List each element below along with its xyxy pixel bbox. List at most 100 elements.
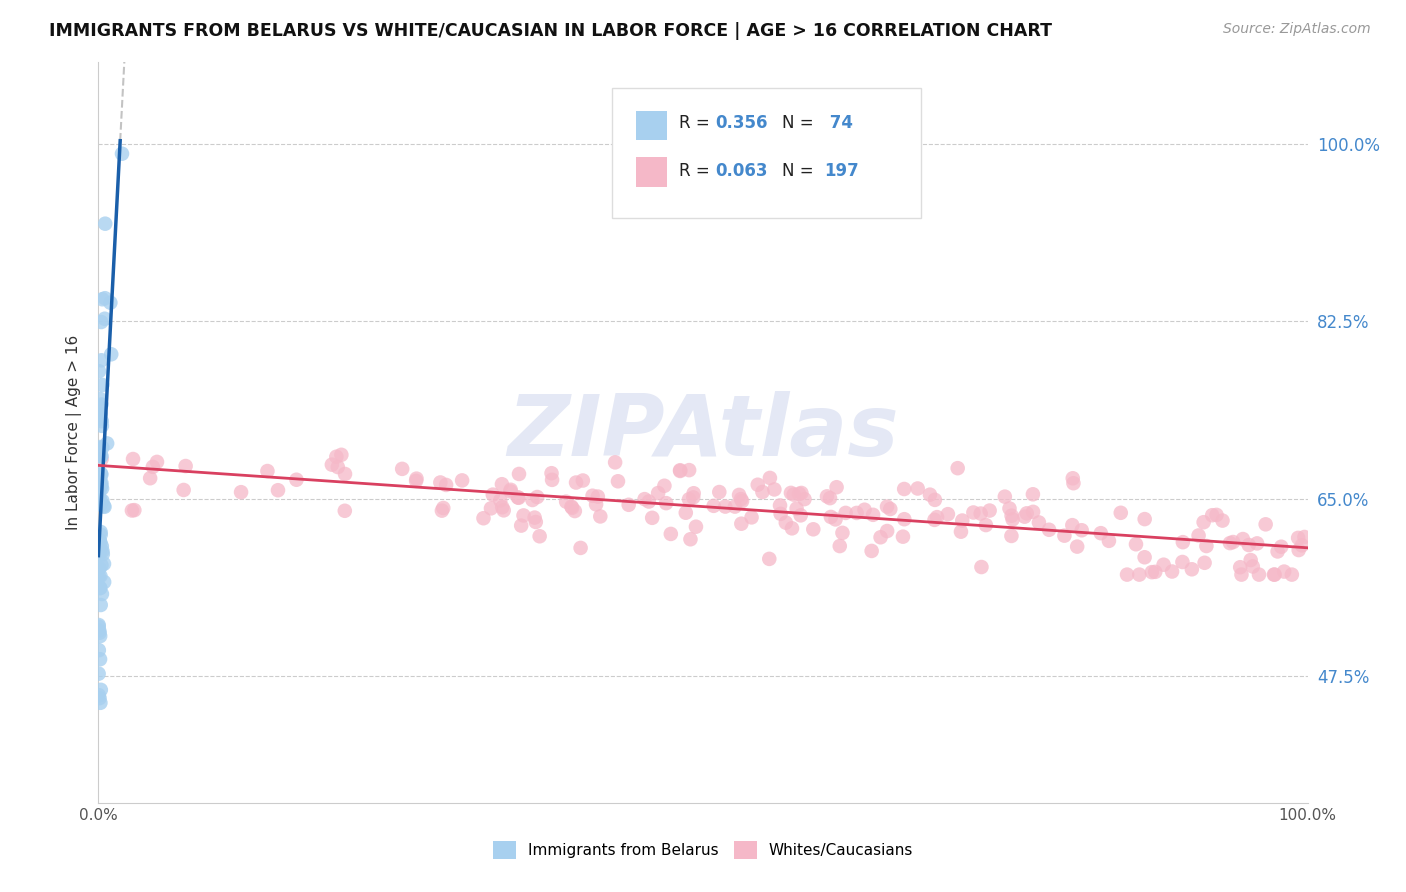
Point	[669, 464, 692, 478]
Point	[617, 498, 640, 512]
Point	[90, 467, 112, 482]
Point	[90, 452, 112, 467]
Point	[1187, 528, 1209, 542]
Point	[93, 311, 115, 326]
Point	[787, 487, 810, 501]
Point	[815, 489, 838, 503]
Text: 74: 74	[824, 114, 853, 132]
Point	[333, 467, 356, 481]
Point	[89, 691, 111, 706]
Point	[581, 489, 603, 503]
Point	[321, 458, 343, 472]
Point	[139, 471, 162, 485]
Point	[146, 455, 169, 469]
Point	[1240, 553, 1263, 567]
Point	[783, 487, 806, 501]
Text: Source: ZipAtlas.com: Source: ZipAtlas.com	[1223, 22, 1371, 37]
Point	[89, 412, 111, 426]
Point	[869, 530, 891, 544]
Point	[1128, 567, 1150, 582]
Point	[524, 515, 547, 529]
Point	[89, 440, 111, 454]
Point	[1133, 550, 1156, 565]
Point	[89, 446, 111, 460]
Point	[98, 295, 121, 310]
Point	[93, 575, 115, 590]
Point	[818, 491, 841, 505]
Point	[1171, 535, 1194, 549]
Point	[775, 516, 797, 530]
Point	[499, 484, 522, 499]
Point	[87, 666, 110, 681]
Bar	[637, 111, 666, 140]
Point	[860, 544, 883, 558]
Point	[780, 486, 803, 500]
Point	[731, 494, 754, 508]
Point	[1062, 518, 1084, 533]
Point	[512, 508, 534, 523]
Point	[741, 510, 763, 524]
Point	[499, 483, 522, 497]
Point	[90, 598, 112, 612]
Point	[285, 473, 308, 487]
Point	[675, 506, 697, 520]
Point	[90, 587, 112, 601]
Point	[91, 378, 114, 392]
Point	[655, 496, 678, 510]
Point	[1109, 506, 1132, 520]
Point	[90, 558, 112, 573]
Point	[641, 511, 664, 525]
Point	[1232, 532, 1254, 546]
Point	[89, 470, 111, 484]
Point	[1014, 509, 1036, 524]
Point	[90, 418, 112, 433]
Point	[828, 539, 851, 553]
Point	[974, 518, 997, 533]
Point	[679, 533, 702, 547]
Point	[946, 461, 969, 475]
Point	[876, 524, 898, 538]
Point	[90, 527, 112, 541]
Point	[758, 552, 780, 566]
Point	[1070, 523, 1092, 537]
Point	[970, 560, 993, 574]
Point	[89, 561, 111, 575]
Point	[924, 513, 946, 527]
Point	[479, 501, 502, 516]
Point	[89, 629, 111, 643]
Point	[1286, 531, 1309, 545]
Point	[1246, 536, 1268, 550]
Point	[325, 450, 347, 464]
Point	[430, 503, 453, 517]
Point	[607, 475, 630, 489]
Point	[564, 504, 586, 518]
Point	[949, 524, 972, 539]
Point	[90, 475, 112, 490]
Point	[1171, 555, 1194, 569]
Point	[89, 541, 111, 556]
Point	[90, 414, 112, 428]
Point	[506, 491, 529, 505]
Point	[93, 499, 115, 513]
Text: N =: N =	[782, 114, 818, 132]
Point	[1062, 476, 1084, 491]
Point	[90, 539, 112, 553]
Point	[1211, 514, 1233, 528]
Point	[489, 493, 512, 508]
Text: N =: N =	[782, 162, 818, 180]
Point	[585, 497, 607, 511]
Point	[789, 508, 811, 523]
Point	[1038, 523, 1060, 537]
Point	[1116, 567, 1139, 582]
Point	[654, 479, 676, 493]
Point	[122, 452, 145, 467]
Point	[876, 500, 898, 514]
Point	[492, 503, 515, 517]
Point	[89, 581, 111, 595]
Point	[510, 518, 533, 533]
Point	[1281, 567, 1303, 582]
Point	[1288, 543, 1310, 558]
Point	[87, 442, 110, 457]
Point	[1090, 526, 1112, 541]
Point	[100, 347, 122, 361]
